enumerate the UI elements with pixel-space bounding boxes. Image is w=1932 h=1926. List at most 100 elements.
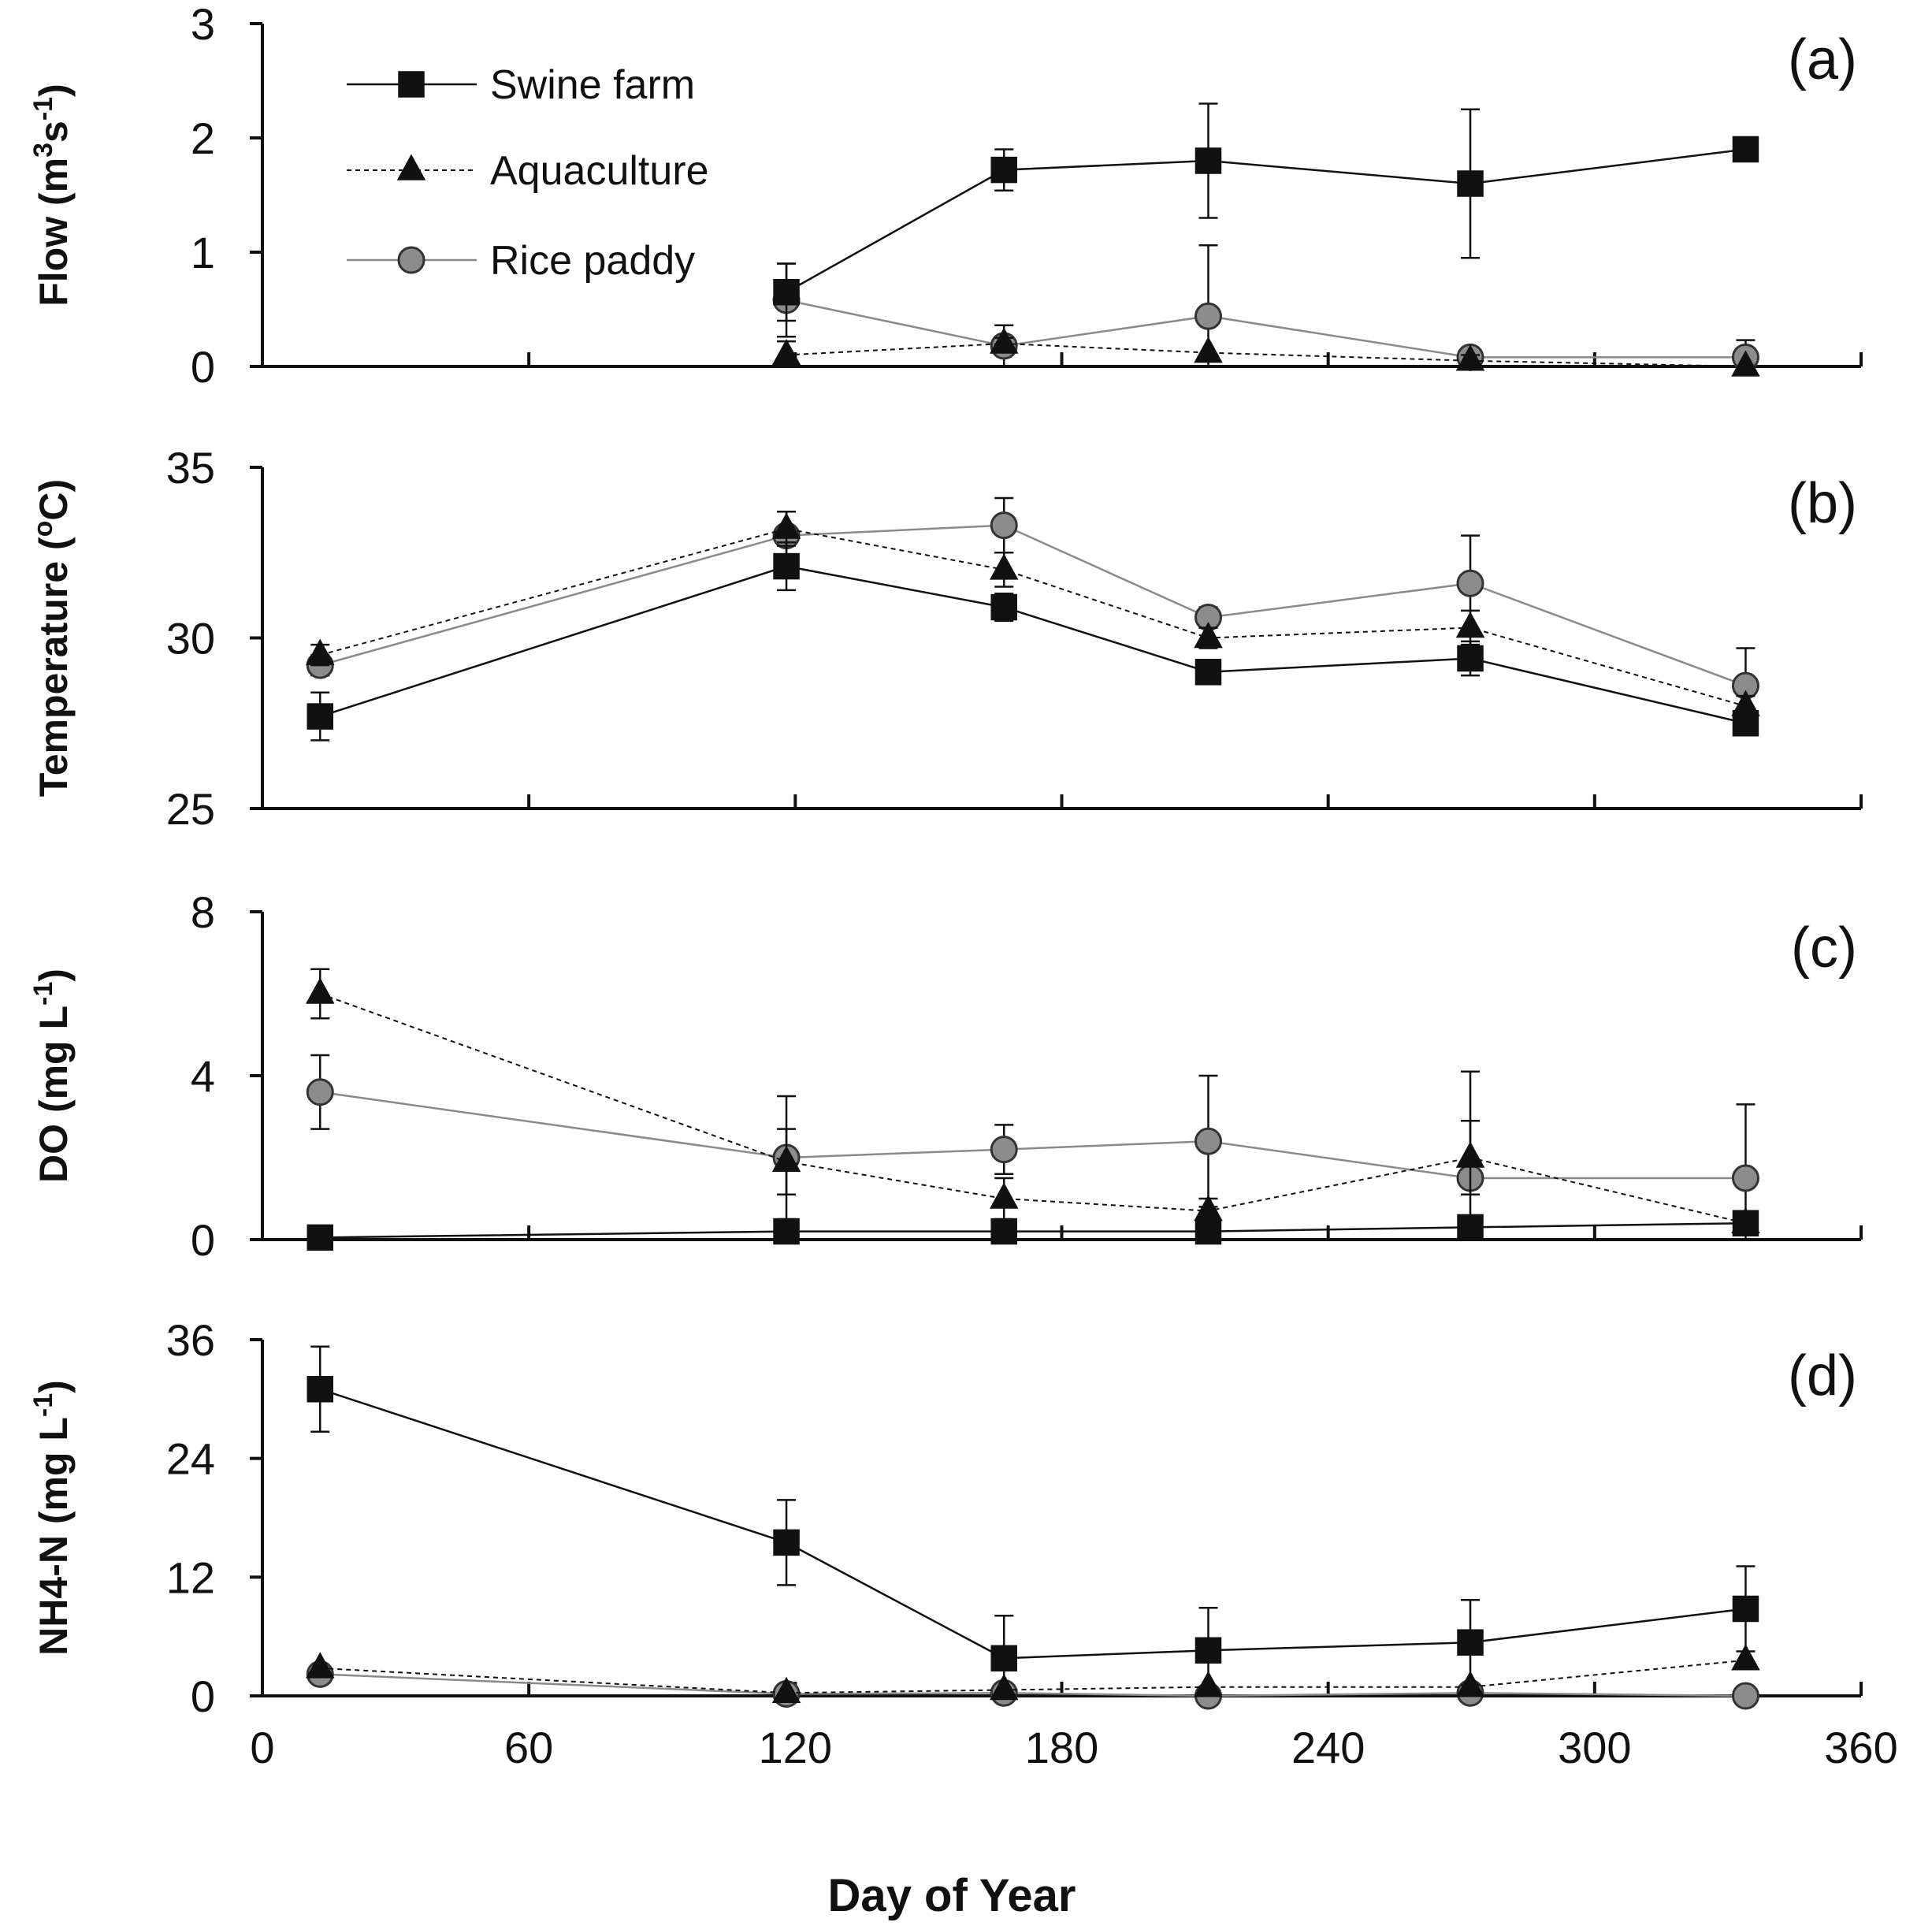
data-point-aquaculture: [1194, 336, 1223, 363]
y-axis-title: NH4-N (mg L-1): [28, 1380, 76, 1656]
data-point-swine-farm: [1732, 710, 1759, 737]
data-point-swine-farm: [773, 552, 800, 580]
y-tick-label: 2: [191, 113, 215, 163]
series-aquaculture: [306, 511, 1760, 718]
y-axis-title: DO (mg L-1): [28, 969, 76, 1183]
panels-layer: 0 1 2 3 Flow (m3s-1) (a) 25 30 35 Temperature (oC…: [28, 0, 1898, 1772]
panel-tag: (c): [1791, 917, 1857, 980]
series-rice-paddy: [306, 1054, 1759, 1241]
data-point-swine-farm: [990, 593, 1017, 621]
data-point-aquaculture: [771, 1676, 801, 1703]
data-point-swine-farm: [990, 156, 1017, 184]
data-point-swine-farm: [1194, 147, 1222, 174]
x-axis-title: Day of Year: [828, 1870, 1076, 1921]
data-point-swine-farm: [1732, 1595, 1759, 1623]
data-point-aquaculture: [1455, 344, 1485, 371]
data-point-swine-farm: [990, 1645, 1017, 1672]
data-point-rice-paddy: [1194, 1127, 1222, 1155]
legend-marker: [397, 246, 425, 274]
data-point-aquaculture: [306, 1652, 335, 1679]
data-point-swine-farm: [1457, 170, 1484, 197]
series-line: [320, 1659, 1746, 1694]
data-point-rice-paddy: [990, 1136, 1018, 1164]
data-point-aquaculture: [1455, 1141, 1485, 1168]
series-rice-paddy: [306, 496, 1759, 724]
series-aquaculture: [306, 968, 1760, 1233]
legend-label: Swine farm: [490, 62, 695, 108]
series-line: [319, 993, 1746, 1225]
legend-item-swine-farm: Swine farm: [347, 62, 695, 108]
data-point-swine-farm: [1457, 1214, 1484, 1241]
y-tick-label: 0: [191, 1215, 215, 1265]
data-point-swine-farm: [773, 1529, 800, 1556]
data-point-rice-paddy: [990, 511, 1018, 540]
data-point-aquaculture: [989, 1182, 1019, 1209]
panel-tag: (b): [1788, 472, 1857, 535]
data-point-swine-farm: [1732, 136, 1759, 163]
legend-item-rice-paddy: Rice paddy: [347, 238, 695, 284]
y-tick-label: 0: [191, 342, 215, 392]
y-tick-label: 8: [191, 887, 215, 937]
series-line: [320, 527, 1746, 708]
series-line: [786, 299, 1746, 359]
data-point-rice-paddy: [1194, 302, 1222, 330]
series-swine-farm: [773, 102, 1759, 322]
x-tick-label: 0: [250, 1723, 274, 1772]
legend-item-aquaculture: Aquaculture: [347, 148, 709, 194]
data-point-swine-farm: [990, 1218, 1017, 1245]
panel-d: 0 12 24 36 NH4-N (mg L-1) (d) 0 60 120 180 240 300 3…: [28, 1315, 1898, 1772]
y-tick-label: 1: [191, 228, 215, 277]
data-point-aquaculture: [771, 512, 801, 539]
x-tick-label: 60: [504, 1723, 553, 1772]
data-point-swine-farm: [773, 279, 800, 306]
legend-label: Aquaculture: [490, 148, 709, 194]
data-point-rice-paddy: [1731, 1682, 1759, 1710]
panel-b: 25 30 35 Temperature (oC) (b): [28, 443, 1863, 834]
y-tick-label: 36: [166, 1315, 215, 1365]
data-point-swine-farm: [1457, 645, 1484, 672]
data-point-aquaculture: [1731, 1644, 1760, 1671]
y-axis-title: Flow (m3s-1): [28, 84, 76, 307]
data-point-swine-farm: [1457, 1629, 1484, 1656]
series-line: [319, 1388, 1746, 1660]
legend: Swine farm Aquaculture Rice paddy: [347, 62, 709, 284]
series-aquaculture: [771, 327, 1760, 377]
x-tick-label: 360: [1824, 1723, 1897, 1772]
x-tick-label: 300: [1558, 1723, 1631, 1772]
series-line: [320, 1673, 1746, 1697]
y-tick-label: 35: [166, 443, 215, 493]
data-point-swine-farm: [307, 1376, 334, 1403]
data-point-swine-farm: [773, 1218, 800, 1245]
panel-tag: (d): [1788, 1344, 1857, 1407]
data-point-aquaculture: [306, 638, 335, 665]
y-axis-title: Temperature (oC): [28, 479, 76, 797]
data-point-swine-farm: [1194, 659, 1222, 686]
series-line: [320, 1221, 1746, 1239]
x-tick-label: 120: [759, 1723, 832, 1772]
series-rice-paddy: [306, 1660, 1759, 1710]
series-line: [786, 148, 1746, 293]
series-swine-farm: [307, 1345, 1759, 1697]
x-tick-label: 180: [1025, 1723, 1098, 1772]
y-tick-label: 30: [166, 614, 215, 664]
y-tick-label: 3: [191, 0, 215, 49]
legend-marker: [398, 71, 425, 98]
data-point-rice-paddy: [1456, 569, 1484, 597]
y-tick-label: 25: [166, 784, 215, 834]
y-tick-label: 4: [191, 1051, 215, 1101]
series-line: [319, 565, 1746, 724]
data-point-aquaculture: [1194, 621, 1223, 649]
data-point-aquaculture: [989, 327, 1019, 354]
x-tick-label: 240: [1291, 1723, 1365, 1772]
series-line: [320, 1091, 1746, 1180]
data-point-aquaculture: [306, 977, 335, 1004]
data-point-swine-farm: [307, 1224, 334, 1251]
data-point-aquaculture: [1731, 350, 1760, 377]
panel-tag: (a): [1788, 28, 1857, 91]
data-point-rice-paddy: [306, 1078, 334, 1106]
legend-label: Rice paddy: [490, 238, 695, 284]
data-point-swine-farm: [1194, 1637, 1222, 1664]
panel-c: 0 4 8 DO (mg L-1) (c): [28, 887, 1863, 1265]
panel-a: 0 1 2 3 Flow (m3s-1) (a): [28, 0, 1863, 392]
legend-marker: [396, 154, 426, 180]
